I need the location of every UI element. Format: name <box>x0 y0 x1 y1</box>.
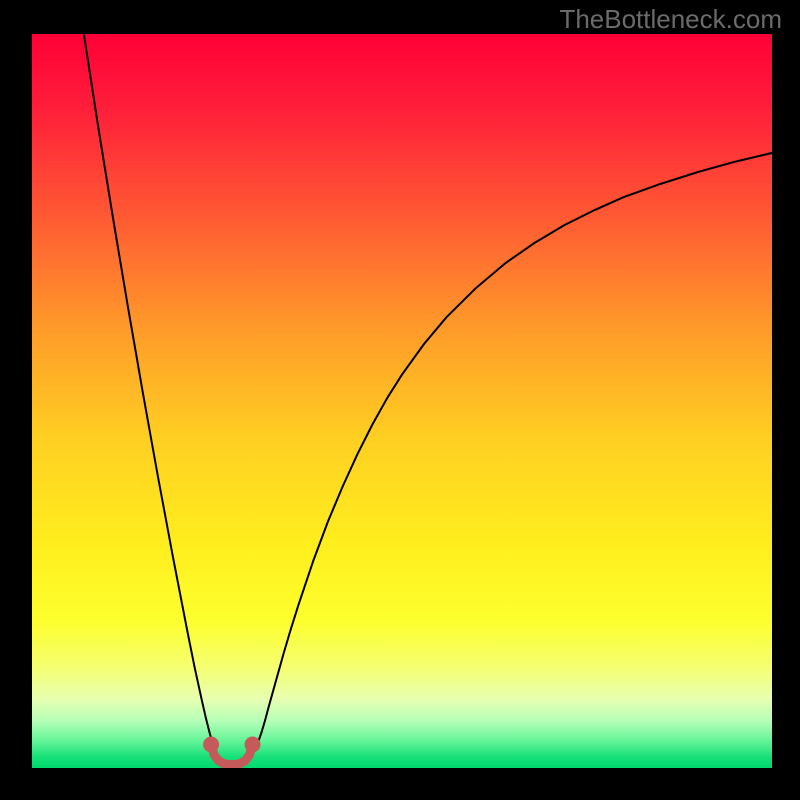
watermark-text: TheBottleneck.com <box>559 4 782 35</box>
chart-canvas: TheBottleneck.com <box>0 0 800 800</box>
plot-area <box>32 34 772 768</box>
marker-dot <box>245 737 261 753</box>
marker-dot <box>203 737 219 753</box>
gradient-background <box>32 34 772 768</box>
